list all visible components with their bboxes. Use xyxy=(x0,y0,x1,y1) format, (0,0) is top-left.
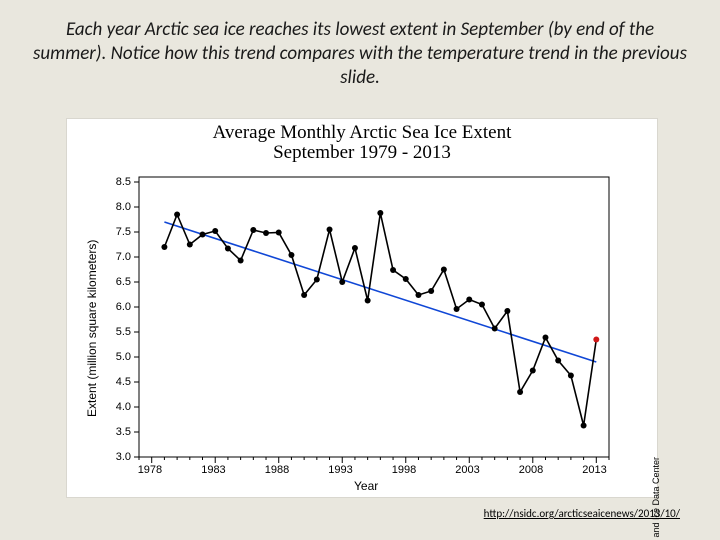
xtick-label: 1988 xyxy=(265,464,289,476)
xtick-label: 1983 xyxy=(201,464,225,476)
ytick-label: 6.0 xyxy=(116,301,131,313)
xtick-label: 1978 xyxy=(138,464,162,476)
ytick-label: 7.0 xyxy=(116,251,131,263)
xtick-label: 2008 xyxy=(519,464,543,476)
ytick-label: 4.5 xyxy=(116,376,131,388)
chart-plot xyxy=(67,119,657,497)
ytick-label: 3.0 xyxy=(116,451,131,463)
ytick-label: 8.0 xyxy=(116,201,131,213)
ytick-label: 5.0 xyxy=(116,351,131,363)
chart-credit: National Snow and Ice Data Center xyxy=(651,457,661,540)
ytick-label: 4.0 xyxy=(116,401,131,413)
slide-caption: Each year Arctic sea ice reaches its low… xyxy=(30,18,690,89)
ytick-label: 8.5 xyxy=(116,176,131,188)
ytick-label: 6.5 xyxy=(116,276,131,288)
ytick-label: 3.5 xyxy=(116,426,131,438)
y-axis-label: Extent (million square kilometers) xyxy=(85,240,99,417)
x-axis-label: Year xyxy=(354,479,378,493)
chart-card: Average Monthly Arctic Sea Ice Extent Se… xyxy=(66,118,658,498)
caption-text: Each year Arctic sea ice reaches its low… xyxy=(33,18,687,89)
ytick-label: 5.5 xyxy=(116,326,131,338)
ytick-label: 7.5 xyxy=(116,226,131,238)
xtick-label: 1993 xyxy=(328,464,352,476)
xtick-label: 2003 xyxy=(455,464,479,476)
xtick-label: 1998 xyxy=(392,464,416,476)
source-link[interactable]: http://nsidc.org/arcticseaicenews/2013/1… xyxy=(484,507,680,520)
xtick-label: 2013 xyxy=(582,464,606,476)
